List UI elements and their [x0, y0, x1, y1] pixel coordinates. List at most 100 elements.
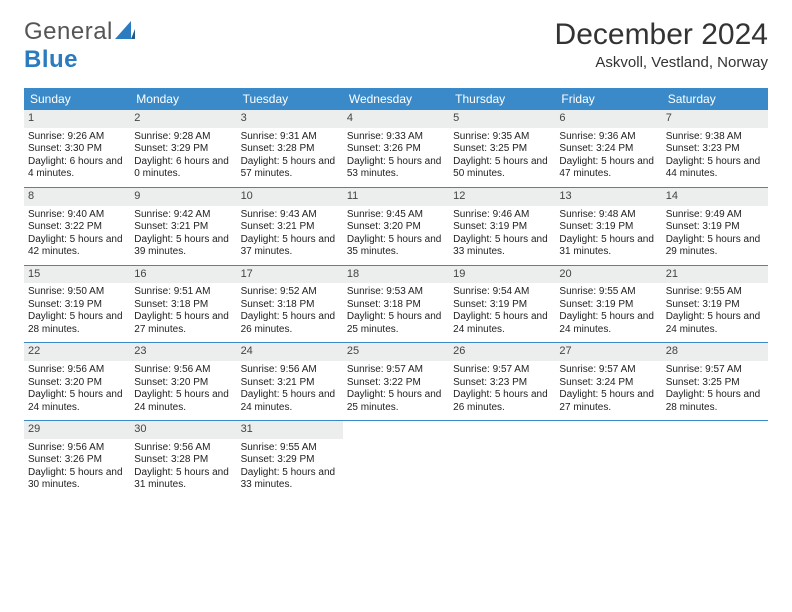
brand-text: General Blue: [24, 18, 135, 74]
sunrise-line: Sunrise: 9:56 AM: [134, 364, 232, 377]
daylight-line: Daylight: 5 hours and 37 minutes.: [241, 234, 339, 259]
sunrise-line: Sunrise: 9:46 AM: [453, 209, 551, 222]
day-cell: 5Sunrise: 9:35 AMSunset: 3:25 PMDaylight…: [449, 110, 555, 187]
daylight-line: Daylight: 5 hours and 24 minutes.: [28, 389, 126, 414]
sunrise-line: Sunrise: 9:49 AM: [666, 209, 764, 222]
daylight-line: Daylight: 5 hours and 26 minutes.: [453, 389, 551, 414]
sunset-line: Sunset: 3:19 PM: [559, 221, 657, 234]
daylight-line: Daylight: 5 hours and 33 minutes.: [241, 467, 339, 492]
day-number: 22: [24, 343, 130, 361]
daylight-line: Daylight: 5 hours and 31 minutes.: [134, 467, 232, 492]
sunrise-line: Sunrise: 9:28 AM: [134, 131, 232, 144]
daylight-line: Daylight: 5 hours and 29 minutes.: [666, 234, 764, 259]
sunset-line: Sunset: 3:23 PM: [666, 143, 764, 156]
day-cell: 24Sunrise: 9:56 AMSunset: 3:21 PMDayligh…: [237, 343, 343, 420]
daylight-line: Daylight: 5 hours and 50 minutes.: [453, 156, 551, 181]
sunset-line: Sunset: 3:20 PM: [347, 221, 445, 234]
sunset-line: Sunset: 3:24 PM: [559, 377, 657, 390]
day-cell: 16Sunrise: 9:51 AMSunset: 3:18 PMDayligh…: [130, 266, 236, 343]
daylight-line: Daylight: 5 hours and 27 minutes.: [559, 389, 657, 414]
day-number: 7: [662, 110, 768, 128]
header-bar: General Blue December 2024 Askvoll, Vest…: [24, 18, 768, 74]
day-cell: 20Sunrise: 9:55 AMSunset: 3:19 PMDayligh…: [555, 266, 661, 343]
sunrise-line: Sunrise: 9:57 AM: [347, 364, 445, 377]
day-number: 1: [24, 110, 130, 128]
day-cell: 28Sunrise: 9:57 AMSunset: 3:25 PMDayligh…: [662, 343, 768, 420]
sunrise-line: Sunrise: 9:48 AM: [559, 209, 657, 222]
day-number: 24: [237, 343, 343, 361]
day-number: 28: [662, 343, 768, 361]
daylight-line: Daylight: 5 hours and 24 minutes.: [241, 389, 339, 414]
sunset-line: Sunset: 3:22 PM: [28, 221, 126, 234]
calendar-week: 29Sunrise: 9:56 AMSunset: 3:26 PMDayligh…: [24, 421, 768, 498]
sunrise-line: Sunrise: 9:56 AM: [28, 442, 126, 455]
day-cell: 29 Sunrise: 9:56 AMSunset: 3:26 PMDayligh…: [24, 421, 130, 498]
day-cell: 12Sunrise: 9:46 AMSunset: 3:19 PMDayligh…: [449, 188, 555, 265]
sunset-line: Sunset: 3:19 PM: [453, 221, 551, 234]
day-number: 15: [24, 266, 130, 284]
calendar-week: 22Sunrise: 9:56 AMSunset: 3:20 PMDayligh…: [24, 343, 768, 421]
day-cell: 13Sunrise: 9:48 AMSunset: 3:19 PMDayligh…: [555, 188, 661, 265]
sunrise-line: Sunrise: 9:55 AM: [241, 442, 339, 455]
daylight-line: Daylight: 6 hours and 4 minutes.: [28, 156, 126, 181]
weekday-monday: Monday: [130, 88, 236, 110]
calendar: Sunday Monday Tuesday Wednesday Thursday…: [24, 88, 768, 498]
daylight-line: Daylight: 5 hours and 28 minutes.: [666, 389, 764, 414]
calendar-week: 8Sunrise: 9:40 AMSunset: 3:22 PMDaylight…: [24, 188, 768, 266]
day-cell: 18Sunrise: 9:53 AMSunset: 3:18 PMDayligh…: [343, 266, 449, 343]
day-cell: 21Sunrise: 9:55 AMSunset: 3:19 PMDayligh…: [662, 266, 768, 343]
day-number: 4: [343, 110, 449, 128]
brand-logo: General Blue: [24, 18, 135, 74]
sunrise-line: Sunrise: 9:55 AM: [559, 286, 657, 299]
day-number: 12: [449, 188, 555, 206]
daylight-line: Daylight: 5 hours and 24 minutes.: [559, 311, 657, 336]
sunrise-line: Sunrise: 9:56 AM: [28, 364, 126, 377]
weekday-wednesday: Wednesday: [343, 88, 449, 110]
weekday-thursday: Thursday: [449, 88, 555, 110]
sunset-line: Sunset: 3:28 PM: [134, 454, 232, 467]
daylight-line: Daylight: 5 hours and 39 minutes.: [134, 234, 232, 259]
sunset-line: Sunset: 3:21 PM: [241, 377, 339, 390]
day-number: 18: [343, 266, 449, 284]
day-number: 2: [130, 110, 236, 128]
sunset-line: Sunset: 3:28 PM: [241, 143, 339, 156]
day-number: 9: [130, 188, 236, 206]
sunset-line: Sunset: 3:18 PM: [134, 299, 232, 312]
sunset-line: Sunset: 3:19 PM: [666, 299, 764, 312]
day-number: 27: [555, 343, 661, 361]
sunrise-line: Sunrise: 9:45 AM: [347, 209, 445, 222]
daylight-line: Daylight: 6 hours and 0 minutes.: [134, 156, 232, 181]
day-cell: 14Sunrise: 9:49 AMSunset: 3:19 PMDayligh…: [662, 188, 768, 265]
calendar-week: 15 Sunrise: 9:50 AM Sunset: 3:19 PM Dayligh…: [24, 266, 768, 344]
daylight-line: Daylight: 5 hours and 24 minutes.: [134, 389, 232, 414]
daylight-line: Daylight: 5 hours and 44 minutes.: [666, 156, 764, 181]
daylight-line: Daylight: 5 hours and 27 minutes.: [134, 311, 232, 336]
day-number: 19: [449, 266, 555, 284]
day-number: 26: [449, 343, 555, 361]
sunset-line: Sunset: 3:26 PM: [347, 143, 445, 156]
daylight-line: Daylight: 5 hours and 30 minutes.: [28, 467, 126, 492]
sunrise-line: Sunrise: 9:54 AM: [453, 286, 551, 299]
day-cell: 23Sunrise: 9:56 AMSunset: 3:20 PMDayligh…: [130, 343, 236, 420]
day-number: 21: [662, 266, 768, 284]
sunrise-line: Sunrise: 9:50 AM: [28, 286, 126, 299]
sunset-line: Sunset: 3:30 PM: [28, 143, 126, 156]
day-number: 14: [662, 188, 768, 206]
sunset-line: Sunset: 3:18 PM: [241, 299, 339, 312]
day-cell: 9Sunrise: 9:42 AMSunset: 3:21 PMDaylight…: [130, 188, 236, 265]
sunrise-line: Sunrise: 9:35 AM: [453, 131, 551, 144]
daylight-line: Daylight: 5 hours and 25 minutes.: [347, 389, 445, 414]
day-cell: 26Sunrise: 9:57 AMSunset: 3:23 PMDayligh…: [449, 343, 555, 420]
sunrise-line: Sunrise: 9:57 AM: [559, 364, 657, 377]
daylight-line: Daylight: 5 hours and 26 minutes.: [241, 311, 339, 336]
sunset-line: Sunset: 3:24 PM: [559, 143, 657, 156]
day-cell: 31Sunrise: 9:55 AMSunset: 3:29 PMDayligh…: [237, 421, 343, 498]
day-number: 13: [555, 188, 661, 206]
weekday-tuesday: Tuesday: [237, 88, 343, 110]
sunset-line: Sunset: 3:25 PM: [666, 377, 764, 390]
sunset-line: Sunset: 3:26 PM: [28, 454, 126, 467]
day-number: 29: [24, 421, 130, 439]
day-cell: 11Sunrise: 9:45 AMSunset: 3:20 PMDayligh…: [343, 188, 449, 265]
sunrise-line: Sunrise: 9:38 AM: [666, 131, 764, 144]
day-number: 8: [24, 188, 130, 206]
